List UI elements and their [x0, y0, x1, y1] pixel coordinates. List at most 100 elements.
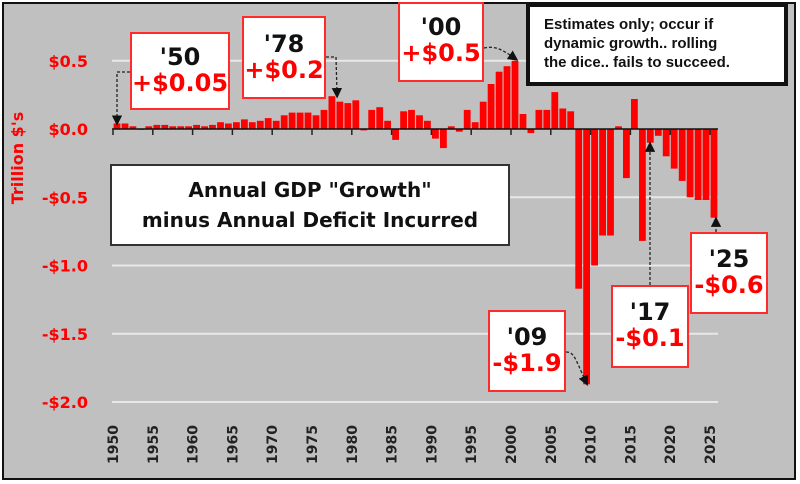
y-tick-label: -$0.5 — [42, 188, 88, 207]
bar-1994 — [463, 109, 471, 129]
bar-1997 — [487, 84, 495, 129]
callout-2009: '09 -$1.9 — [488, 310, 566, 392]
bar-1984 — [384, 120, 391, 129]
bar-1977 — [328, 96, 336, 129]
bar-2003 — [535, 109, 543, 129]
bar-1982 — [368, 109, 376, 129]
bar-2020 — [670, 129, 678, 169]
x-tick-label: 1990 — [424, 425, 440, 464]
x-tick-label: 1985 — [385, 425, 401, 464]
bar-1960 — [193, 124, 200, 129]
bar-2017 — [646, 129, 654, 143]
bar-2000 — [511, 60, 519, 130]
bar-2015 — [631, 99, 638, 129]
bar-1986 — [400, 111, 407, 129]
bar-1995 — [471, 122, 479, 129]
x-axis — [112, 128, 718, 135]
y-tick-label: -$2.0 — [42, 393, 88, 412]
x-tick-label: 1955 — [146, 425, 162, 464]
annotation-arrow-1977 — [326, 56, 343, 99]
bar-1999 — [503, 66, 511, 129]
bar-2009 — [583, 129, 590, 385]
bar-1966 — [241, 119, 248, 129]
y-tick-label: $0.5 — [49, 52, 88, 71]
bar-1957 — [169, 126, 177, 129]
bar-1956 — [161, 124, 169, 129]
bar-1980 — [352, 100, 360, 129]
chart-title-line-1: Annual GDP "Growth" — [188, 178, 432, 202]
bar-2013 — [615, 126, 622, 129]
callout-2000: '00 +$0.5 — [398, 2, 484, 82]
chart-title: Annual GDP "Growth" minus Annual Deficit… — [110, 164, 510, 246]
x-axis-ticks: 1950 1955 1960 1965 1970 1975 1980 1985 1990 1995… — [106, 425, 719, 464]
callout-year: '00 — [420, 13, 462, 41]
bar-2001 — [519, 114, 527, 129]
callout-year: '17 — [629, 298, 671, 326]
x-tick-label: 2005 — [544, 425, 560, 464]
y-tick-label: -$1.0 — [42, 257, 88, 276]
annotation-arrow-2000 — [483, 46, 519, 61]
callout-value: -$1.9 — [492, 349, 562, 377]
note-line-3: the dice.. fails to succeed. — [544, 54, 730, 71]
bar-2022 — [686, 129, 694, 198]
callout-value: -$0.6 — [694, 271, 764, 299]
bar-2007 — [567, 111, 575, 129]
callout-1978: '78 +$0.2 — [242, 16, 326, 99]
estimates-note: Estimates only; occur if dynamic growth.… — [526, 3, 788, 86]
bar-2016 — [639, 129, 646, 241]
bar-1971 — [280, 115, 288, 129]
bar-1952 — [129, 126, 137, 129]
callout-year: '09 — [506, 323, 548, 351]
bar-2004 — [543, 109, 551, 129]
bar-1967 — [248, 122, 256, 129]
x-tick-label: 1980 — [345, 425, 361, 464]
bar-1950 — [113, 123, 121, 129]
bar-1973 — [296, 112, 304, 129]
bar-2018 — [654, 129, 662, 136]
bar-2023 — [694, 129, 702, 200]
callout-2025: '25 -$0.6 — [690, 232, 768, 314]
y-tick-label: $0.0 — [49, 120, 88, 139]
callout-1950: '50 +$0.05 — [130, 32, 230, 110]
callout-year: '25 — [708, 245, 750, 273]
callout-value: +$0.2 — [244, 56, 324, 84]
bar-2008 — [575, 129, 583, 289]
bar-1958 — [177, 126, 185, 129]
bar-1993 — [455, 129, 463, 132]
bar-1959 — [185, 126, 192, 129]
annotation-arrows — [111, 46, 722, 386]
bar-1992 — [447, 126, 455, 129]
bar-1954 — [145, 126, 153, 129]
bar-1955 — [153, 124, 161, 129]
bar-1964 — [225, 123, 232, 129]
bar-1968 — [256, 120, 264, 129]
bars — [113, 60, 718, 385]
bar-2011 — [599, 129, 606, 236]
annotation-arrow-1950 — [111, 71, 130, 126]
bar-1965 — [233, 122, 240, 129]
bar-1951 — [121, 123, 129, 129]
callout-value: -$0.1 — [615, 324, 685, 352]
bar-2012 — [607, 129, 614, 236]
x-tick-label: 1995 — [464, 425, 480, 464]
bar-1987 — [408, 109, 415, 129]
note-line-2: dynamic growth.. rolling — [544, 35, 718, 52]
bar-1983 — [376, 107, 384, 129]
note-line-1: Estimates only; occur if — [544, 16, 714, 33]
bar-1991 — [440, 129, 447, 149]
x-tick-label: 2020 — [663, 425, 679, 464]
x-tick-label: 1960 — [186, 425, 202, 464]
callout-value: +$0.05 — [132, 69, 229, 97]
bar-2019 — [662, 129, 670, 157]
bar-1998 — [495, 71, 503, 129]
y-axis-label: Trillion $'s — [8, 112, 27, 205]
bar-1976 — [320, 109, 328, 129]
bar-2006 — [559, 108, 567, 129]
bar-2014 — [623, 129, 630, 179]
bar-2005 — [551, 92, 559, 129]
bar-1963 — [217, 122, 224, 129]
bar-1969 — [264, 118, 272, 129]
bar-1970 — [272, 120, 280, 129]
y-tick-label: -$1.5 — [42, 325, 88, 344]
x-tick-label: 2025 — [703, 425, 719, 464]
